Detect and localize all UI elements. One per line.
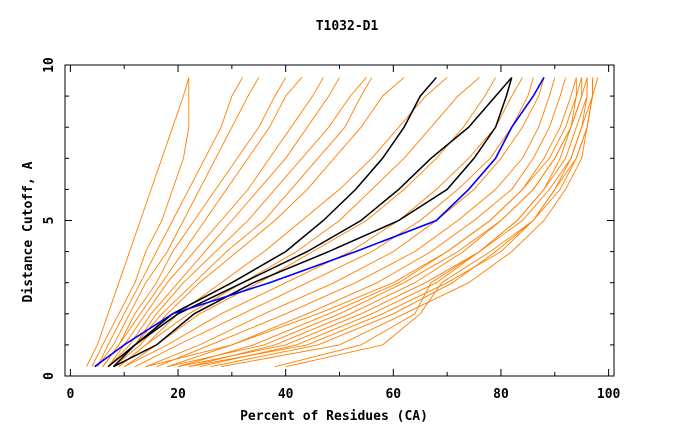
orange-series-line	[210, 77, 593, 368]
black-series-line	[112, 76, 437, 368]
orange-series-line	[113, 77, 367, 367]
series-group	[86, 76, 599, 368]
orange-series-line	[86, 77, 190, 367]
orange-series-line	[123, 77, 496, 368]
x-tick-label: 60	[385, 387, 401, 402]
x-tick-label: 100	[597, 387, 621, 402]
blue-series-line	[94, 77, 545, 368]
orange-series-line	[221, 77, 599, 368]
orange-series-line	[199, 77, 588, 368]
orange-series-line	[124, 77, 523, 368]
x-tick-label: 0	[66, 387, 74, 402]
x-axis-label: Percent of Residues (CA)	[240, 409, 428, 424]
orange-series-line	[134, 77, 534, 368]
y-tick-label: 10	[42, 57, 57, 73]
black-series-line	[113, 77, 513, 368]
orange-series-line	[102, 77, 287, 367]
orange-series-line	[91, 77, 190, 367]
orange-series-line	[113, 77, 405, 368]
orange-series-line	[274, 77, 588, 368]
orange-series-line	[102, 77, 303, 367]
orange-series-line	[167, 77, 583, 368]
y-axis-label: Distance Cutoff, A	[21, 161, 36, 302]
axes: 0 20 40 60 80 100 0 5 10	[42, 57, 621, 402]
orange-series-line	[96, 77, 244, 367]
orange-series-line	[107, 77, 340, 367]
orange-series-line	[188, 77, 593, 368]
orange-series-line	[118, 77, 448, 368]
black-series-line	[107, 76, 513, 368]
x-tick-label: 40	[278, 387, 294, 402]
orange-series-line	[167, 77, 566, 368]
orange-series-line	[107, 77, 324, 367]
y-tick-label: 5	[42, 217, 57, 225]
orange-series-line	[96, 77, 260, 367]
x-tick-label: 80	[493, 387, 509, 402]
x-tick-label: 20	[170, 387, 186, 402]
orange-series-line	[118, 77, 480, 368]
orange-series-line	[177, 77, 588, 368]
orange-series-line	[156, 77, 556, 368]
y-tick-label: 0	[42, 372, 57, 380]
orange-series-line	[145, 77, 577, 368]
orange-series-line	[285, 77, 593, 368]
chart-title: T1032-D1	[316, 19, 379, 34]
orange-series-line	[113, 77, 373, 367]
